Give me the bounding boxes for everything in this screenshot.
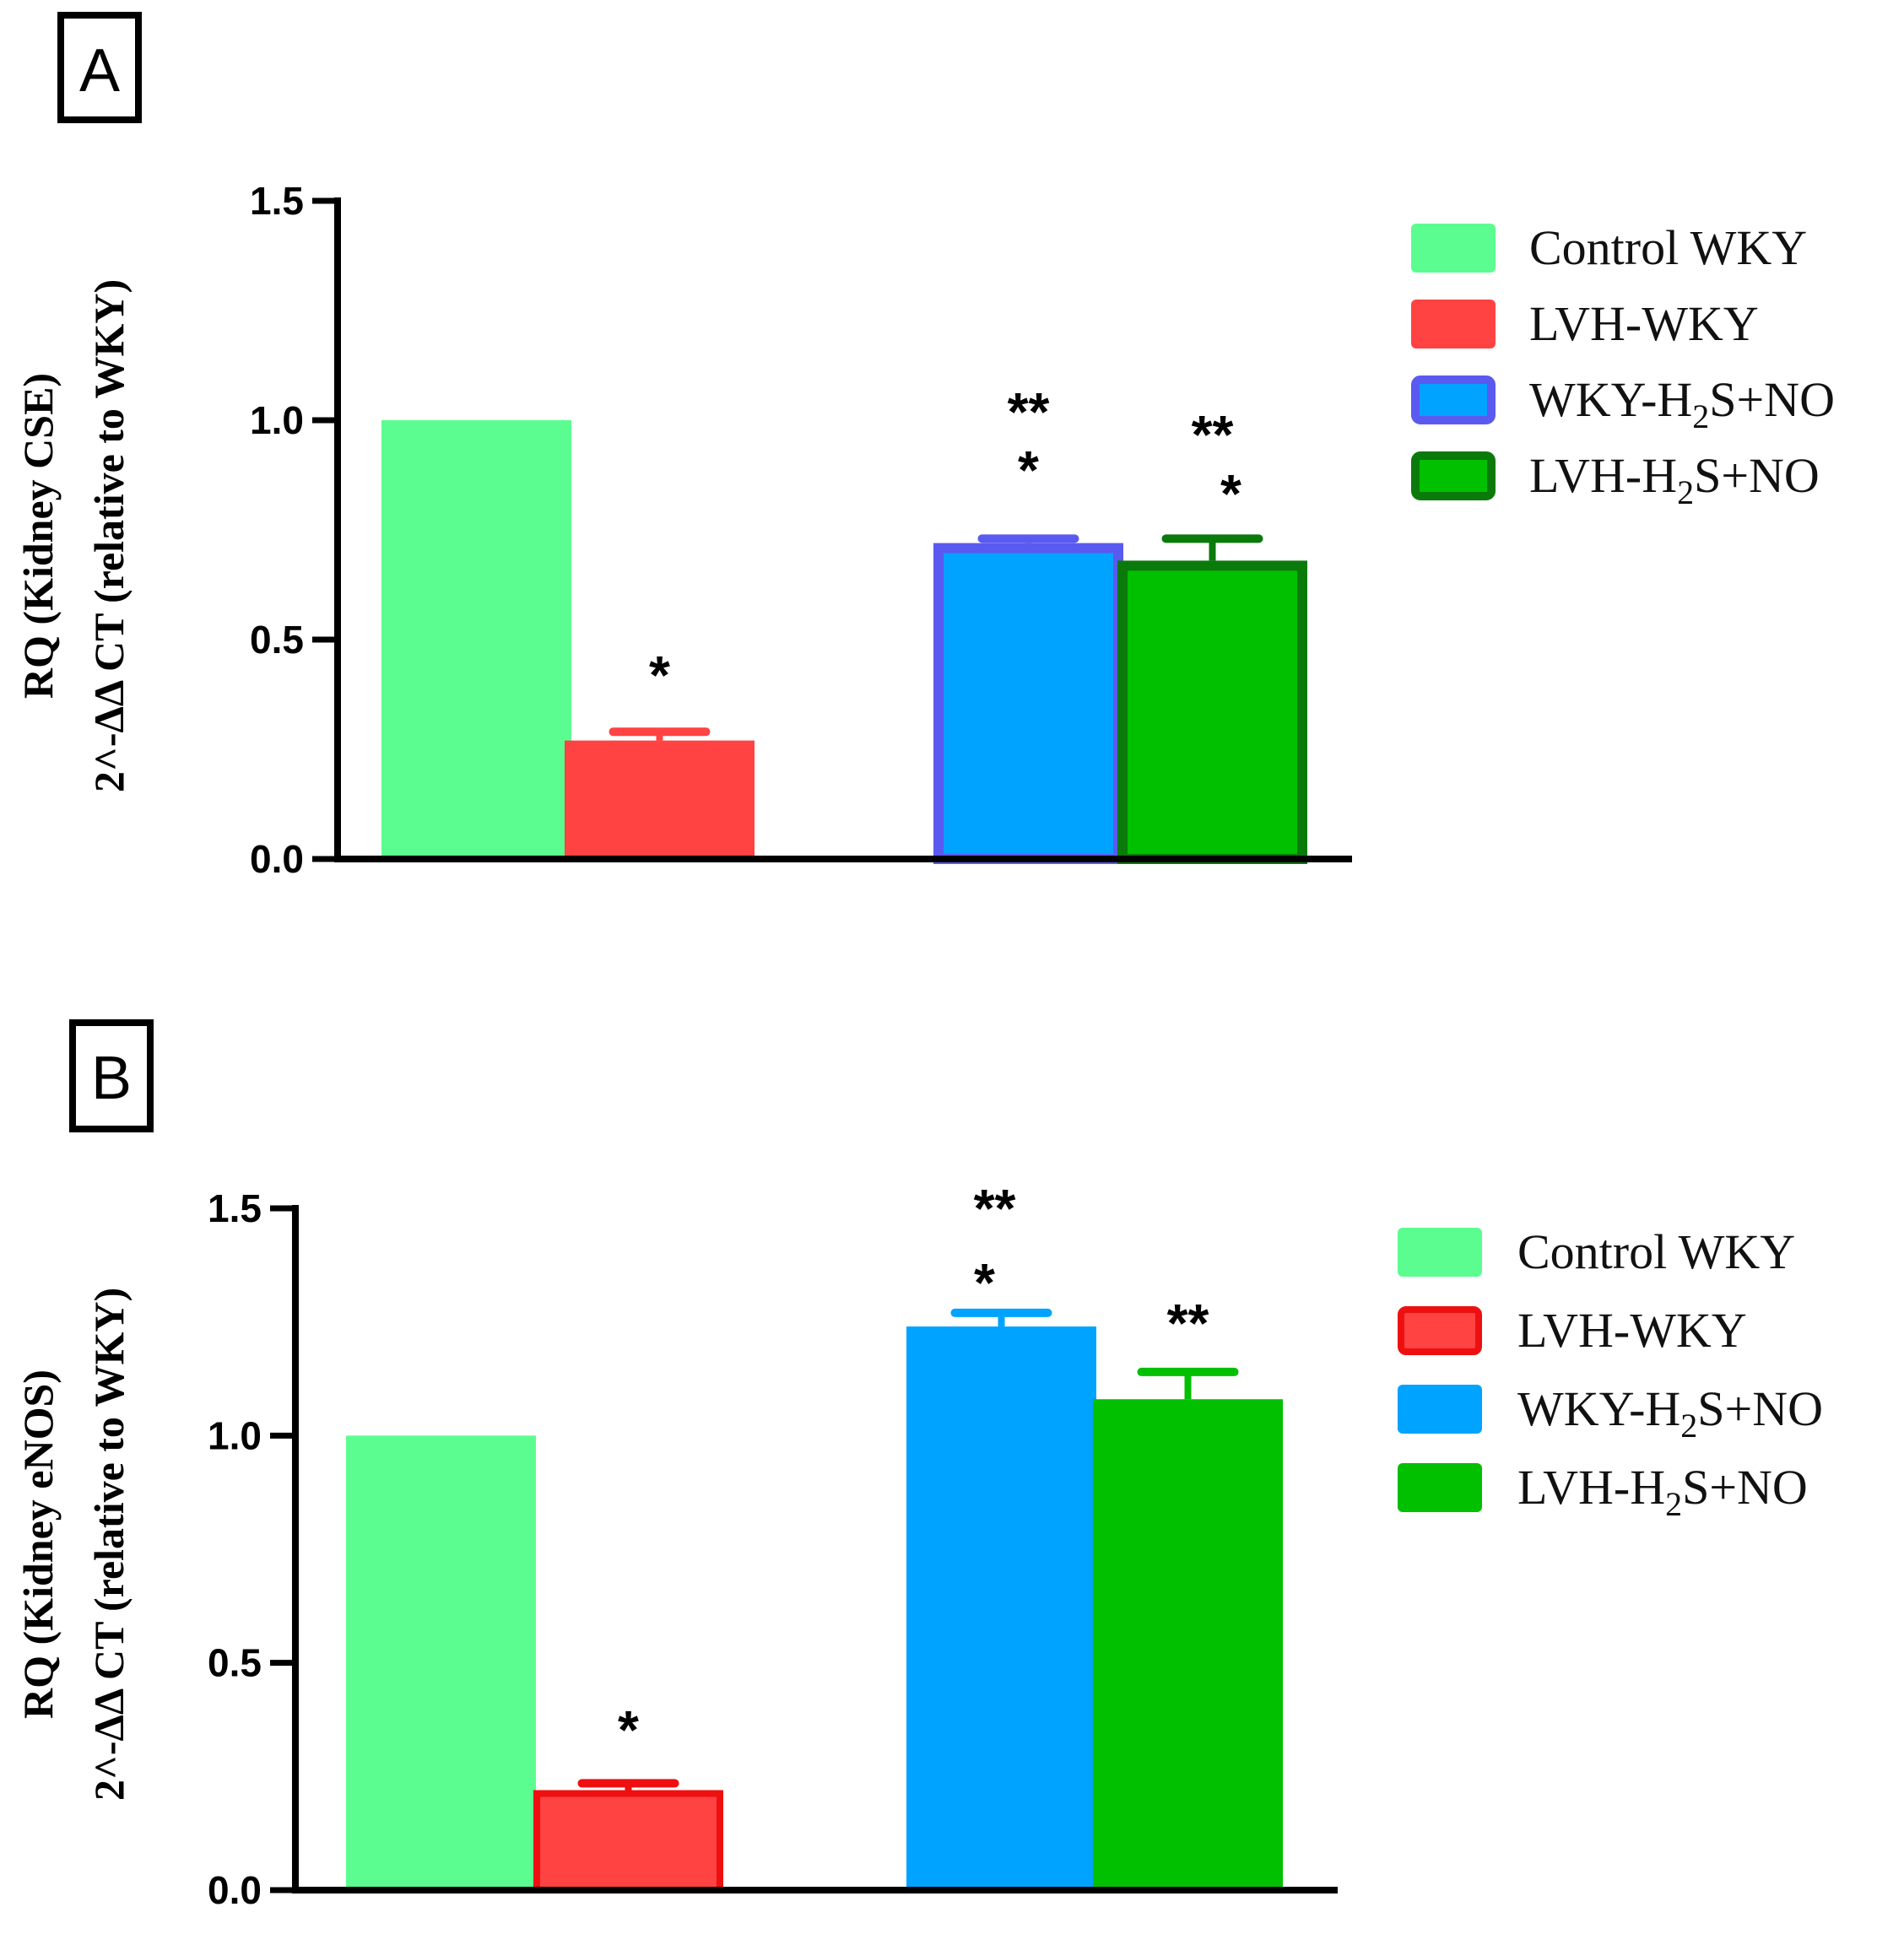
chart-a-errorbar-wky-h2s-no xyxy=(977,534,1079,543)
chart-b-bar-control-wky xyxy=(346,1435,536,1890)
chart-b-bar-lvh-wky xyxy=(533,1790,723,1894)
chart-a-ytick-label-3: 1.5 xyxy=(250,179,304,223)
chart-a-ylabel-line2: 2^-ΔΔ CT (relative to WKY) xyxy=(85,279,133,792)
chart-b-ytick-label-2: 1.0 xyxy=(208,1413,262,1457)
chart-a-legend-swatch-lvh-h2s-no xyxy=(1411,451,1496,500)
chart-b-bar-lvh-h2s-no xyxy=(1093,1399,1283,1890)
chart-b-ytick-label-0: 0.0 xyxy=(208,1868,262,1912)
chart-a-ytick-label-0: 0.0 xyxy=(250,837,304,881)
panel-b-label: B xyxy=(69,1019,154,1132)
chart-b-ytick-label-1: 0.5 xyxy=(208,1641,262,1685)
chart-b-bars: ****** xyxy=(346,1178,1283,1894)
chart-a-sig-lvh-h2s-no-0: ** xyxy=(1192,404,1234,465)
chart-b-legend: Control WKY LVH-WKY WKY-H2S+NO LVH-H2S+NO xyxy=(1398,1224,1823,1523)
chart-a-sig-wky-h2s-no-1: * xyxy=(1018,440,1039,500)
chart-a-bar-lvh-wky xyxy=(565,740,755,859)
chart-b-errorbar-lvh-h2s-no xyxy=(1137,1367,1239,1400)
chart-b-sig-lvh-wky-0: * xyxy=(618,1699,639,1760)
chart-a-bars: ******* xyxy=(381,381,1307,865)
panel-a-letter: A xyxy=(79,37,120,105)
chart-a-errorbar-lvh-h2s-no xyxy=(1161,534,1263,561)
chart-a-legend-label-lvh-wky: LVH-WKY xyxy=(1529,296,1759,351)
chart-b-legend-label-lvh-wky: LVH-WKY xyxy=(1517,1303,1747,1358)
panel-b-letter: B xyxy=(91,1045,132,1112)
chart-a-legend-label-lvh-h2s-no: LVH-H2S+NO xyxy=(1529,448,1820,511)
chart-b-legend-swatch-lvh-h2s-no xyxy=(1398,1463,1482,1512)
chart-a-ylabel: RQ (Kidney CSE) 2^-ΔΔ CT (relative to WK… xyxy=(14,279,133,792)
chart-b-sig-wky-h2s-no-0: ** xyxy=(974,1178,1016,1239)
chart-a-sig-lvh-wky-0: * xyxy=(649,645,670,705)
chart-b-sig-wky-h2s-no-1: * xyxy=(974,1252,995,1313)
chart-b: RQ (Kidney eNOS) 2^-ΔΔ CT (relative to W… xyxy=(14,1178,1338,1912)
chart-a-sig-lvh-h2s-no-1: * xyxy=(1220,463,1241,524)
chart-a-ytick-label-1: 0.5 xyxy=(250,618,304,662)
chart-a-legend-swatch-wky-h2s-no xyxy=(1411,375,1496,424)
chart-b-legend-label-lvh-h2s-no: LVH-H2S+NO xyxy=(1517,1460,1808,1523)
chart-b-axes: 0.0 0.5 1.0 1.5 xyxy=(208,1186,1338,1912)
chart-b-legend-swatch-control-wky xyxy=(1398,1228,1482,1277)
chart-a: RQ (Kidney CSE) 2^-ΔΔ CT (relative to WK… xyxy=(14,179,1352,881)
chart-a-axes: 0.0 0.5 1.0 1.5 xyxy=(250,179,1352,881)
chart-b-legend-swatch-lvh-wky xyxy=(1398,1306,1482,1355)
chart-b-sig-lvh-h2s-no-0: ** xyxy=(1167,1293,1209,1353)
chart-a-sig-wky-h2s-no-0: ** xyxy=(1008,381,1050,442)
chart-a-ytick-label-2: 1.0 xyxy=(250,398,304,442)
chart-b-ytick-label-3: 1.5 xyxy=(208,1186,262,1230)
chart-a-legend-label-control-wky: Control WKY xyxy=(1529,220,1807,275)
chart-a-ylabel-line1: RQ (Kidney CSE) xyxy=(14,373,62,699)
chart-b-ylabel-line2: 2^-ΔΔ CT (relative to WKY) xyxy=(85,1288,133,1801)
chart-a-bar-wky-h2s-no xyxy=(933,543,1123,864)
chart-a-bar-control-wky xyxy=(381,420,571,859)
chart-b-errorbar-wky-h2s-no xyxy=(950,1308,1052,1327)
chart-b-legend-label-control-wky: Control WKY xyxy=(1517,1224,1795,1279)
chart-a-legend-swatch-lvh-wky xyxy=(1411,300,1496,348)
chart-a-errorbar-lvh-wky xyxy=(609,727,711,741)
chart-a-legend-swatch-control-wky xyxy=(1411,224,1496,273)
chart-a-legend-label-wky-h2s-no: WKY-H2S+NO xyxy=(1529,372,1835,435)
chart-b-bar-wky-h2s-no xyxy=(906,1326,1096,1890)
chart-a-bar-lvh-h2s-no xyxy=(1117,560,1307,865)
chart-a-legend: Control WKY LVH-WKY WKY-H2S+NO LVH-H2S+NO xyxy=(1411,220,1835,511)
chart-b-legend-swatch-wky-h2s-no xyxy=(1398,1385,1482,1434)
chart-b-legend-label-wky-h2s-no: WKY-H2S+NO xyxy=(1517,1381,1823,1445)
panel-a-label: A xyxy=(57,12,142,123)
chart-b-ylabel: RQ (Kidney eNOS) 2^-ΔΔ CT (relative to W… xyxy=(14,1288,133,1801)
chart-b-ylabel-line1: RQ (Kidney eNOS) xyxy=(14,1369,62,1719)
chart-b-errorbar-lvh-wky xyxy=(577,1779,679,1791)
